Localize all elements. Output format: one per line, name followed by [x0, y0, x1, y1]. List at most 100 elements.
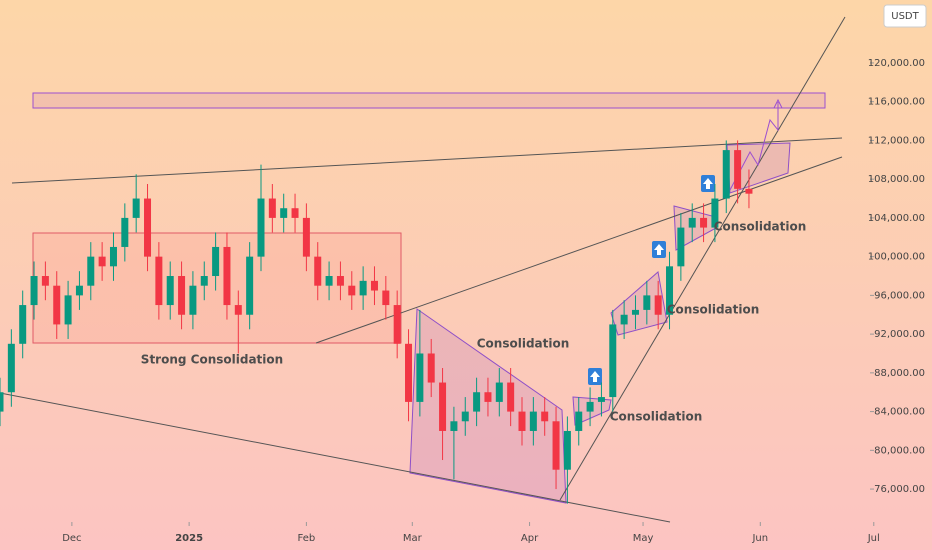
candle-body: [507, 382, 515, 412]
candle-body: [495, 382, 503, 402]
candle-body: [257, 198, 265, 257]
candle-body: [291, 208, 299, 218]
candle-body: [405, 343, 413, 402]
candle-body: [427, 353, 435, 383]
annotation: Strong Consolidation: [141, 353, 283, 367]
projection-arrow: [773, 98, 783, 109]
candles: [0, 140, 753, 504]
candle-body: [336, 276, 344, 286]
candle-body: [178, 276, 186, 315]
candle-body: [212, 246, 220, 277]
y-tick-label: 112,000.00: [868, 135, 925, 146]
candle-body: [416, 353, 424, 402]
x-tick-label: Mar: [403, 533, 423, 544]
candle-body: [64, 295, 72, 325]
annotation: Consolidation: [714, 220, 807, 234]
candle-body: [484, 392, 492, 402]
candle-body: [597, 397, 605, 402]
x-tick-label: Feb: [298, 533, 316, 544]
candle-body: [75, 285, 83, 296]
trendline: [11, 137, 843, 184]
y-tick-label: 96,000.00: [874, 290, 925, 301]
candle-body: [620, 314, 628, 325]
candle-body: [473, 392, 481, 412]
candle-body: [53, 285, 61, 325]
resistance-zone: [32, 92, 826, 109]
trendline: [315, 156, 843, 344]
candle-body: [654, 295, 662, 315]
candle-body: [325, 276, 333, 286]
candle-body: [552, 421, 560, 470]
candle-body: [0, 392, 4, 412]
candle-body: [518, 411, 526, 431]
annotation: Consolidation: [610, 410, 703, 424]
candle-body: [382, 290, 390, 306]
candle-body: [677, 227, 685, 267]
candle-body: [30, 276, 38, 306]
y-axis-label: USDT: [891, 11, 919, 22]
candle-body: [132, 198, 140, 218]
candle-body: [529, 411, 537, 431]
candle-body: [586, 401, 594, 412]
candle-body: [98, 256, 106, 267]
y-tick-label: 104,000.00: [868, 213, 925, 224]
up-icon: [652, 241, 666, 258]
candle-body: [166, 276, 174, 306]
y-tick-label: 80,000.00: [874, 445, 925, 456]
currency-badge: [883, 4, 927, 28]
candle-body: [688, 217, 696, 228]
candle-body: [575, 411, 583, 431]
projection-path: [729, 102, 779, 191]
candle-body: [643, 295, 651, 310]
candle-body: [234, 305, 242, 315]
x-tick-label: Jul: [867, 533, 880, 544]
candle-body: [734, 150, 742, 189]
y-tick-label: 88,000.00: [874, 368, 925, 379]
candle-body: [609, 324, 617, 398]
drawings: [0, 16, 846, 523]
candle-body: [711, 198, 719, 228]
candle-body: [439, 382, 447, 431]
candle-body: [109, 246, 117, 267]
y-tick-label: 100,000.00: [868, 252, 925, 263]
candle-body: [461, 411, 469, 422]
candle-body: [359, 280, 367, 296]
x-tick-label: Apr: [521, 533, 539, 544]
annotation: Consolidation: [667, 303, 760, 317]
y-tick-label: 76,000.00: [874, 484, 925, 495]
candle-body: [268, 198, 276, 218]
candle-body: [280, 208, 288, 218]
flag: [673, 205, 717, 251]
candle-body: [541, 411, 549, 422]
candle-body: [189, 285, 197, 315]
candle-body: [246, 256, 254, 315]
candle-body: [722, 150, 730, 199]
candle-body: [200, 276, 208, 286]
candle-body: [223, 246, 231, 306]
candle-body: [700, 217, 708, 228]
y-tick-label: 120,000.00: [868, 58, 925, 69]
candle-body: [87, 256, 95, 286]
candle-body: [666, 266, 674, 315]
candle-body: [144, 198, 152, 257]
y-tick-label: 92,000.00: [874, 329, 925, 340]
y-tick-label: 84,000.00: [874, 407, 925, 418]
candle-body: [370, 280, 378, 291]
annotations: Strong Consolidation Consolidation Consoli…: [141, 220, 806, 424]
x-tick-label: Dec: [62, 533, 81, 544]
up-icon: [701, 175, 715, 192]
candle-body: [121, 217, 129, 247]
y-tick-label: 108,000.00: [868, 174, 925, 185]
x-tick-label: Jun: [751, 533, 768, 544]
candle-body: [302, 217, 310, 257]
candle-body: [393, 305, 401, 344]
candle-body: [745, 188, 753, 194]
candle-body: [450, 421, 458, 431]
candle-body: [563, 430, 571, 470]
annotation: Consolidation: [477, 337, 570, 351]
candle-body: [631, 309, 639, 315]
x-tick-label: May: [633, 533, 654, 544]
y-tick-label: 116,000.00: [868, 97, 925, 108]
